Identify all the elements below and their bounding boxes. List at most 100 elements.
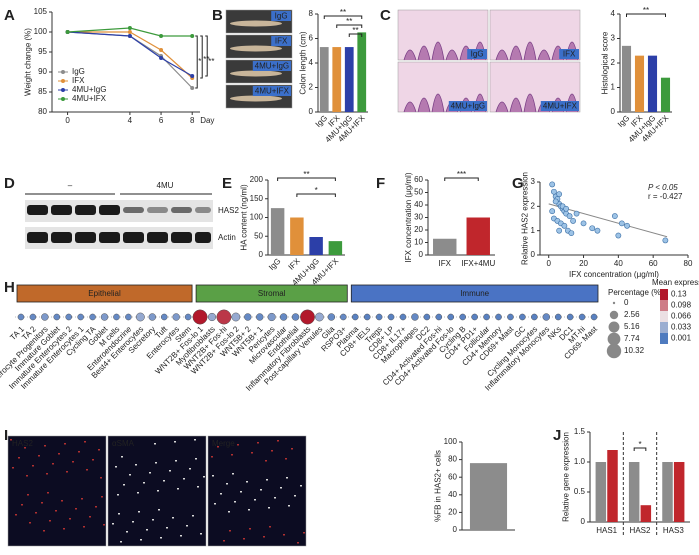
legend-label: IgG — [72, 67, 85, 76]
panel-letter: J — [553, 427, 561, 444]
sig-bracket — [633, 447, 647, 451]
y-tick-label: 2 — [531, 201, 536, 210]
point — [662, 237, 669, 244]
signal — [274, 497, 276, 499]
dot — [279, 313, 288, 321]
point — [127, 30, 132, 34]
image — [207, 435, 307, 547]
signal — [64, 443, 66, 445]
tissue — [403, 49, 417, 61]
y-tick-label: 10 — [414, 238, 423, 247]
group-header — [16, 284, 193, 303]
dot — [89, 313, 96, 321]
legend-dot — [607, 332, 621, 346]
panel-letter: A — [4, 7, 15, 24]
dot — [300, 309, 315, 325]
y-tick-label: 50 — [254, 231, 263, 240]
dot — [207, 312, 217, 322]
y-tick-label: 50 — [414, 188, 423, 197]
tissue — [537, 49, 551, 61]
signal — [47, 492, 49, 494]
tissue — [445, 49, 459, 61]
y-tick-label: 80 — [38, 107, 47, 116]
point — [127, 26, 132, 30]
signal — [126, 531, 128, 533]
y-tick-label: 0 — [453, 525, 458, 534]
signal — [129, 474, 131, 476]
point — [159, 34, 164, 38]
point — [65, 30, 70, 34]
point — [159, 56, 164, 60]
legend-label: 0.066 — [671, 312, 692, 321]
dot — [100, 313, 109, 321]
signal — [283, 534, 285, 536]
y-axis-label: Histological score — [601, 31, 610, 94]
x-tick-label: HAS1 — [596, 526, 617, 535]
label-box — [271, 11, 291, 21]
image-panel: αSMA — [107, 435, 207, 547]
signal — [27, 494, 29, 496]
label-box — [448, 101, 487, 111]
signal — [52, 463, 54, 465]
dot — [542, 313, 551, 321]
signal — [263, 536, 265, 538]
signal — [12, 467, 14, 469]
y-tick-label: 0.5 — [574, 487, 586, 496]
point — [570, 218, 576, 224]
sig-bracket — [296, 193, 336, 197]
signal — [251, 452, 253, 454]
dot — [192, 309, 208, 325]
signal — [291, 448, 293, 450]
point — [159, 48, 164, 52]
signal — [146, 529, 148, 531]
signal — [63, 528, 65, 530]
legend-label: 7.74 — [624, 334, 640, 343]
signal — [154, 443, 156, 445]
image-panel: HAS2 — [7, 435, 107, 547]
signal — [175, 460, 177, 462]
image-label: 4MU+IFX — [255, 87, 290, 96]
point — [549, 181, 556, 188]
image-panel: 4MU+IgG — [397, 61, 489, 113]
image-panel: IFX — [225, 34, 293, 59]
signal — [35, 512, 37, 514]
sig-label: ** — [643, 6, 649, 15]
tissue — [403, 101, 417, 113]
bar — [660, 77, 671, 112]
legend-title: Percentage (%) — [608, 288, 664, 297]
point — [615, 232, 622, 239]
y-tick-label: 80 — [448, 455, 457, 464]
legend-label: 10.32 — [624, 346, 645, 355]
panel-letter: C — [380, 7, 391, 24]
sig-bracket — [205, 35, 208, 77]
signal — [120, 541, 122, 543]
signal — [135, 464, 137, 466]
sig-bracket — [323, 15, 363, 19]
image — [7, 435, 107, 547]
signal — [200, 533, 202, 535]
bar — [607, 450, 618, 522]
signal — [117, 494, 119, 496]
dot — [507, 313, 514, 321]
bar — [433, 238, 457, 255]
dot — [519, 313, 526, 321]
y-tick-label: 30 — [414, 213, 423, 222]
bar — [328, 241, 343, 255]
bar — [332, 47, 342, 113]
y-tick-label: 95 — [38, 47, 47, 56]
sig-label: * — [315, 186, 318, 195]
signal — [132, 521, 134, 523]
y-tick-label: 1.0 — [574, 457, 586, 466]
tissue — [509, 45, 523, 61]
y-axis-label: %FB in HAS2+ cells — [433, 450, 442, 522]
dot — [590, 313, 598, 321]
x-tick-label: 60 — [649, 259, 658, 268]
bar — [640, 505, 652, 522]
line — [67, 27, 193, 37]
y-tick-label: 60 — [448, 472, 457, 481]
image-panel: 4MU+IFX — [489, 61, 581, 113]
point — [551, 188, 557, 195]
dot — [411, 313, 419, 321]
panel-letter: D — [4, 175, 15, 192]
y-tick-label: 8 — [309, 9, 314, 18]
